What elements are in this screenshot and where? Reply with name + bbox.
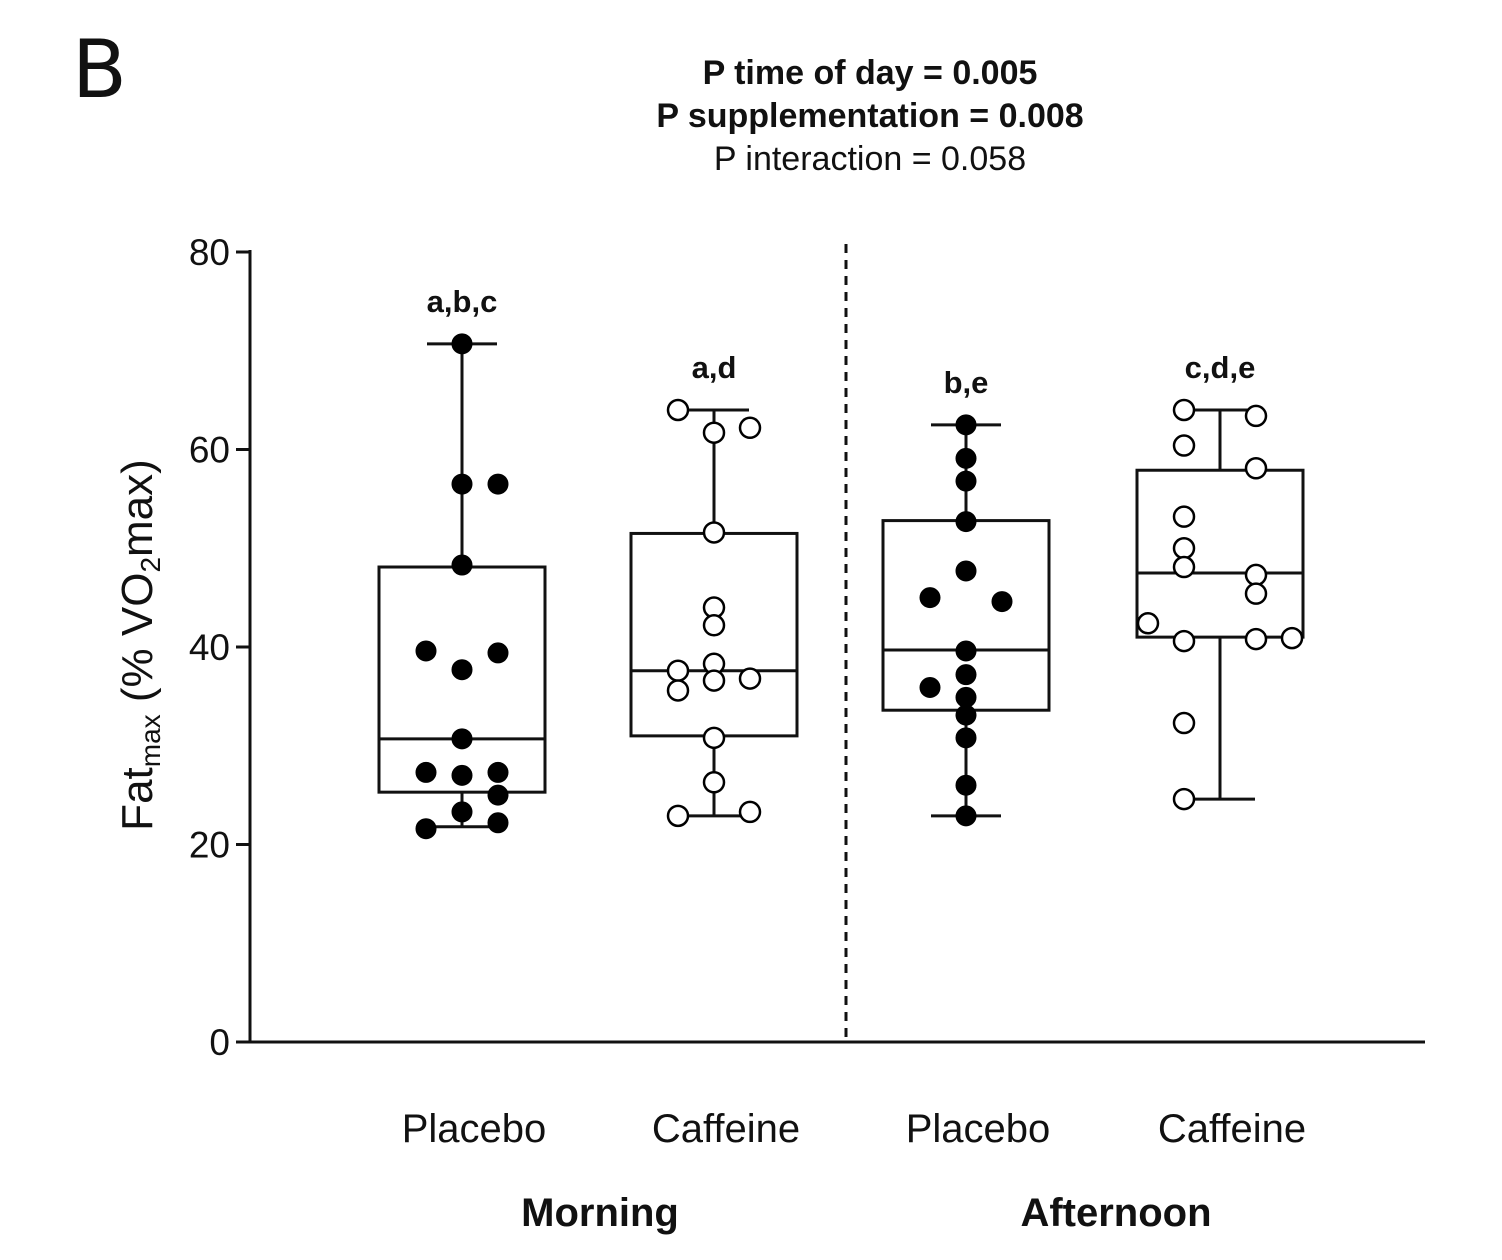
data-point	[1172, 711, 1196, 735]
data-point	[666, 804, 690, 828]
data-point	[702, 669, 726, 692]
significance-annotation: a,d	[692, 350, 737, 385]
data-point	[1244, 582, 1268, 605]
data-point	[738, 800, 762, 824]
panel-label: B	[72, 23, 127, 116]
boxes	[377, 342, 1305, 829]
data-point	[1172, 787, 1196, 811]
data-point	[919, 676, 941, 698]
data-point	[1136, 612, 1160, 635]
data-points	[415, 333, 1304, 840]
x-category-label: Placebo	[402, 1107, 547, 1151]
data-point	[955, 774, 977, 796]
statistics-block: P time of day = 0.005 P supplementation …	[560, 52, 1180, 181]
data-point	[1172, 505, 1196, 528]
data-point	[451, 473, 473, 495]
data-point	[955, 560, 977, 582]
p-interaction: P interaction = 0.058	[713, 140, 1027, 178]
data-point	[1244, 563, 1268, 587]
y-tick-label: 0	[209, 1022, 230, 1063]
data-point	[738, 667, 762, 690]
data-point	[919, 587, 941, 609]
data-point	[1172, 555, 1196, 579]
data-point	[1244, 404, 1268, 428]
y-tick-label: 60	[189, 430, 230, 471]
data-point	[955, 511, 977, 533]
data-point	[955, 805, 977, 827]
x-category-label: Caffeine	[652, 1107, 800, 1151]
data-point	[415, 818, 437, 840]
x-category-label: Placebo	[906, 1107, 1051, 1151]
data-point	[955, 414, 977, 436]
box-iqr	[1135, 468, 1305, 639]
data-point	[487, 761, 509, 783]
axes: 0 20 40 60 80 Fatmax (% VO2max)	[113, 232, 1425, 1063]
data-point	[1172, 629, 1196, 653]
data-point	[955, 470, 977, 492]
data-point	[955, 686, 977, 708]
data-point	[451, 801, 473, 823]
data-point	[415, 640, 437, 662]
significance-annotation: a,b,c	[427, 284, 498, 319]
data-point	[702, 421, 726, 444]
data-point	[451, 659, 473, 681]
data-point	[702, 726, 726, 750]
labels: a,b,c Placebo a,d Caffeine b,e Placebo c,d,e Ca…	[402, 284, 1306, 1235]
data-point	[1172, 537, 1196, 560]
data-point	[451, 554, 473, 576]
data-point	[487, 812, 509, 834]
data-point	[991, 591, 1013, 613]
data-point	[955, 664, 977, 686]
data-point	[955, 704, 977, 726]
p-time-of-day: P time of day = 0.005	[702, 54, 1038, 92]
y-tick-label: 40	[189, 627, 230, 668]
p-supplementation: P supplementation = 0.008	[656, 97, 1084, 135]
data-point	[702, 771, 726, 794]
data-point	[415, 761, 437, 783]
x-group-label: Morning	[521, 1191, 679, 1235]
data-point	[487, 784, 509, 806]
data-point	[666, 679, 690, 702]
data-point	[1244, 627, 1268, 651]
y-axis-label: Fatmax (% VO2max)	[113, 459, 166, 831]
significance-annotation: b,e	[944, 365, 989, 400]
y-tick-label: 80	[189, 232, 230, 273]
significance-annotation: c,d,e	[1185, 350, 1256, 385]
data-point	[1172, 398, 1196, 422]
y-tick-label: 20	[189, 825, 230, 866]
data-point	[1280, 626, 1304, 650]
data-point	[955, 727, 977, 749]
data-point	[1172, 434, 1196, 457]
data-point	[955, 447, 977, 469]
x-category-label: Caffeine	[1158, 1107, 1306, 1151]
data-point	[487, 642, 509, 664]
x-group-label: Afternoon	[1020, 1191, 1211, 1235]
data-point	[738, 416, 762, 440]
data-point	[702, 614, 726, 637]
data-point	[451, 333, 473, 355]
data-point	[451, 764, 473, 786]
data-point	[702, 521, 726, 544]
data-point	[955, 640, 977, 662]
data-point	[451, 728, 473, 750]
data-point	[666, 659, 690, 682]
data-point	[487, 473, 509, 495]
data-point	[1244, 457, 1268, 480]
data-point	[666, 398, 690, 422]
